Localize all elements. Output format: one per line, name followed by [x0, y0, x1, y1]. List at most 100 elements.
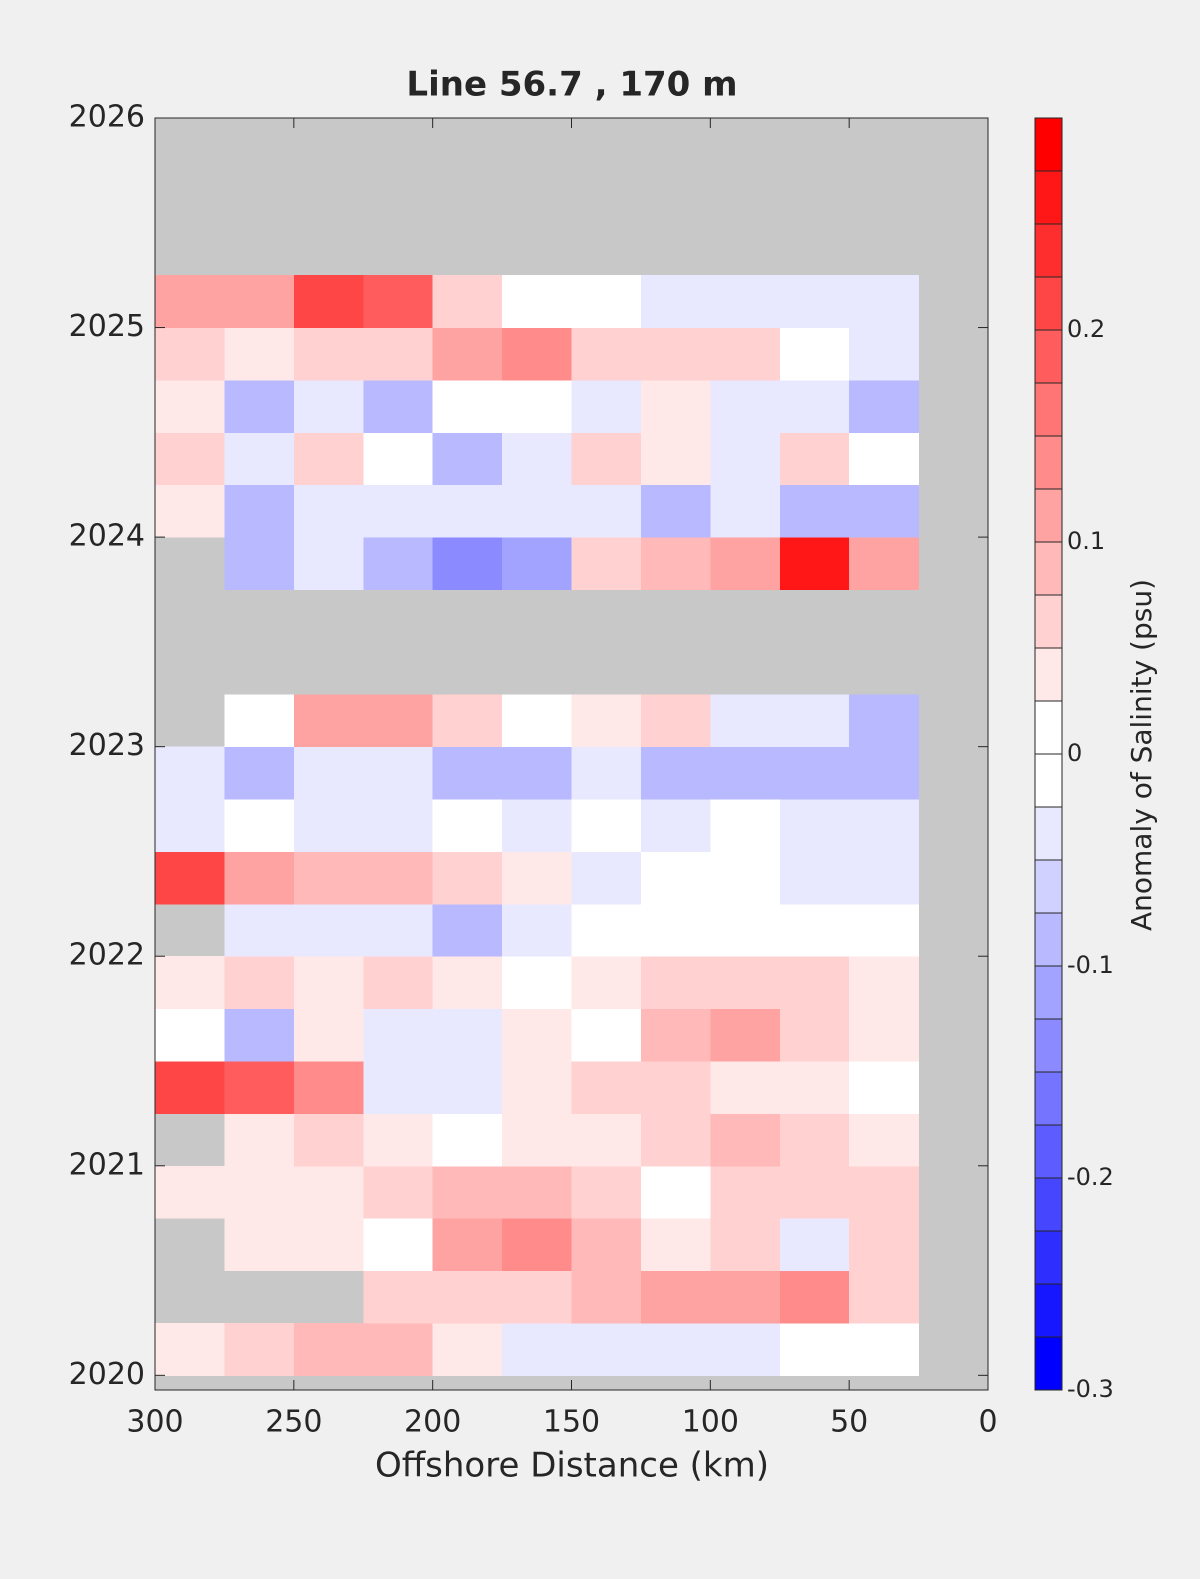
field-cell — [779, 1060, 850, 1114]
field-cell — [571, 1008, 642, 1062]
field-cell — [363, 1008, 434, 1062]
field-cell — [363, 799, 434, 852]
field-cell — [432, 1165, 503, 1219]
field-cell — [571, 379, 642, 433]
field-cell — [224, 327, 295, 381]
field-cell — [502, 1008, 572, 1062]
field-cell — [293, 1008, 364, 1062]
field-cell — [849, 956, 920, 1010]
field-cell — [224, 1218, 295, 1272]
field-cell — [363, 1218, 434, 1272]
field-cell — [779, 275, 850, 329]
field-cell — [502, 484, 572, 538]
colorbar-band — [1034, 1336, 1063, 1391]
field-cell — [710, 903, 781, 957]
x-tick-label: 300 — [126, 1405, 183, 1440]
field-cell — [224, 379, 295, 433]
chart-title: Line 56.7 , 170 m — [406, 65, 737, 105]
colorbar-band — [1034, 1177, 1063, 1232]
field-cell — [432, 851, 503, 905]
field-cell — [432, 432, 503, 486]
field-cell — [363, 327, 434, 381]
field-cell — [640, 956, 711, 1010]
colorbar-tick-label: 0.1 — [1067, 527, 1105, 555]
field-cell — [224, 956, 295, 1010]
x-tick-label: 50 — [830, 1405, 868, 1440]
field-cell — [224, 275, 295, 329]
field-cell — [849, 694, 920, 748]
field-cell — [779, 903, 850, 957]
field-cell — [710, 537, 781, 590]
field-cell — [779, 1270, 850, 1324]
colorbar-band — [1034, 276, 1063, 331]
field-cell — [849, 851, 920, 905]
field-cell — [363, 956, 434, 1010]
field-cell — [224, 851, 295, 905]
field-cell — [502, 379, 572, 433]
field-cell — [155, 746, 225, 800]
field-cell — [293, 1322, 364, 1376]
field-cell — [571, 851, 642, 905]
field-cell — [849, 327, 920, 381]
field-cell — [849, 275, 920, 329]
y-tick-label: 2025 — [69, 309, 145, 344]
field-cell — [224, 1060, 295, 1114]
field-cell — [779, 746, 850, 800]
colorbar-band — [1034, 1018, 1063, 1073]
field-cell — [779, 537, 850, 590]
field-cell — [710, 1270, 781, 1324]
colorbar-band — [1034, 647, 1063, 702]
field-cell — [363, 1165, 434, 1219]
field-cell — [710, 1113, 781, 1167]
colorbar-band — [1034, 594, 1063, 649]
field-cell — [363, 851, 434, 905]
field-cell — [502, 1322, 572, 1376]
field-cell — [710, 694, 781, 748]
field-cell — [779, 1113, 850, 1167]
field-cell — [779, 432, 850, 486]
field-cell — [224, 1008, 295, 1062]
field-cell — [502, 956, 572, 1010]
field-cell — [502, 903, 572, 957]
field-cell — [363, 903, 434, 957]
field-cell — [363, 694, 434, 748]
field-cell — [849, 1113, 920, 1167]
field-cell — [432, 956, 503, 1010]
colorbar-band — [1034, 435, 1063, 490]
field-cell — [502, 1270, 572, 1324]
colorbar-tick-label: 0.2 — [1067, 315, 1105, 343]
x-tick-label: 150 — [543, 1405, 600, 1440]
field-cell — [779, 799, 850, 852]
colorbar-band — [1034, 1283, 1063, 1338]
field-cell — [571, 903, 642, 957]
field-cell — [502, 694, 572, 748]
field-cell — [155, 432, 225, 486]
field-cell — [155, 379, 225, 433]
field-cell — [849, 1322, 920, 1376]
field-cell — [710, 799, 781, 852]
field-cell — [571, 1322, 642, 1376]
field-cell — [363, 1270, 434, 1324]
field-cell — [849, 746, 920, 800]
field-cell — [710, 1165, 781, 1219]
field-cell — [502, 1060, 572, 1114]
colorbar-band — [1034, 1124, 1063, 1179]
field-cell — [849, 1218, 920, 1272]
field-cell — [571, 956, 642, 1010]
field-cell — [571, 537, 642, 590]
field-cell — [432, 746, 503, 800]
field-cell — [363, 484, 434, 538]
colorbar-band — [1034, 912, 1063, 967]
field-cell — [640, 432, 711, 486]
field — [155, 275, 920, 1376]
field-cell — [710, 379, 781, 433]
field-cell — [224, 484, 295, 538]
field-cell — [779, 956, 850, 1010]
field-cell — [293, 903, 364, 957]
field-cell — [779, 694, 850, 748]
field-cell — [432, 275, 503, 329]
colorbar-band — [1034, 965, 1063, 1020]
field-cell — [849, 484, 920, 538]
field-cell — [432, 799, 503, 852]
field-cell — [432, 1113, 503, 1167]
